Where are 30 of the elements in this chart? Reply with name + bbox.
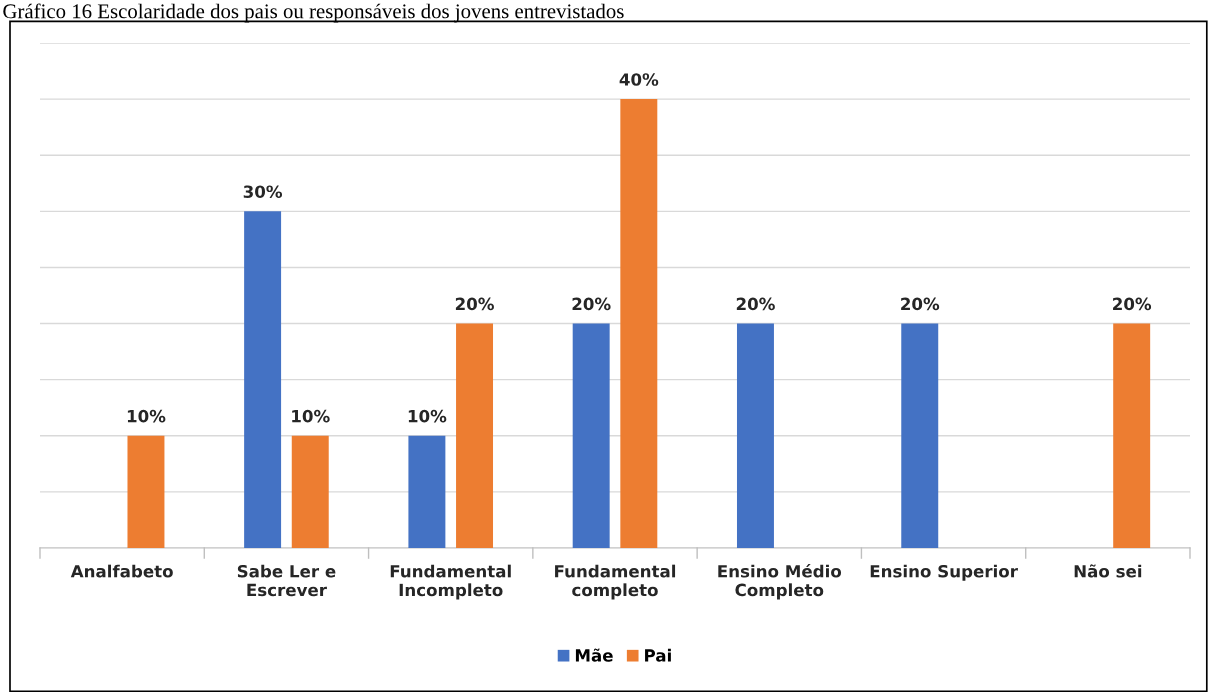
bar: [127, 435, 165, 548]
data-label: 40%: [619, 73, 659, 86]
data-label: 20%: [901, 297, 940, 311]
x-tick-label: Fundamental Incompleto: [390, 564, 511, 600]
bar: [291, 435, 329, 548]
data-label: 30%: [243, 185, 283, 198]
x-tick-label: Não sei: [1074, 564, 1142, 578]
bar: [901, 323, 939, 548]
x-tick-label: Ensino Médio Completo: [718, 564, 842, 600]
legend-label: Mãe: [575, 648, 613, 662]
bar: [244, 211, 282, 548]
x-tick-label: Sabe Ler e Escrever: [237, 564, 336, 597]
data-label: 20%: [1113, 297, 1152, 311]
bar: [408, 435, 446, 548]
data-label: 10%: [127, 409, 166, 423]
bar: [1113, 323, 1151, 548]
data-label: 20%: [572, 297, 611, 311]
x-tick-label: Analfabeto: [70, 564, 173, 578]
x-tick-label: Ensino Superior: [870, 564, 1018, 581]
data-label: 20%: [455, 297, 494, 311]
bar: [572, 323, 610, 548]
legend-label: Pai: [645, 648, 671, 662]
data-label: 20%: [736, 297, 775, 311]
bar: [456, 323, 494, 548]
data-label: 10%: [408, 409, 447, 423]
chart-title: Gráfico 16 Escolaridade dos pais ou responsáveis dos jovens entrevistados: [3, 3, 624, 23]
x-tick-label: Fundamental completo: [555, 564, 676, 600]
data-label: 10%: [292, 409, 330, 423]
bar: [736, 323, 774, 548]
bar: [620, 99, 658, 548]
